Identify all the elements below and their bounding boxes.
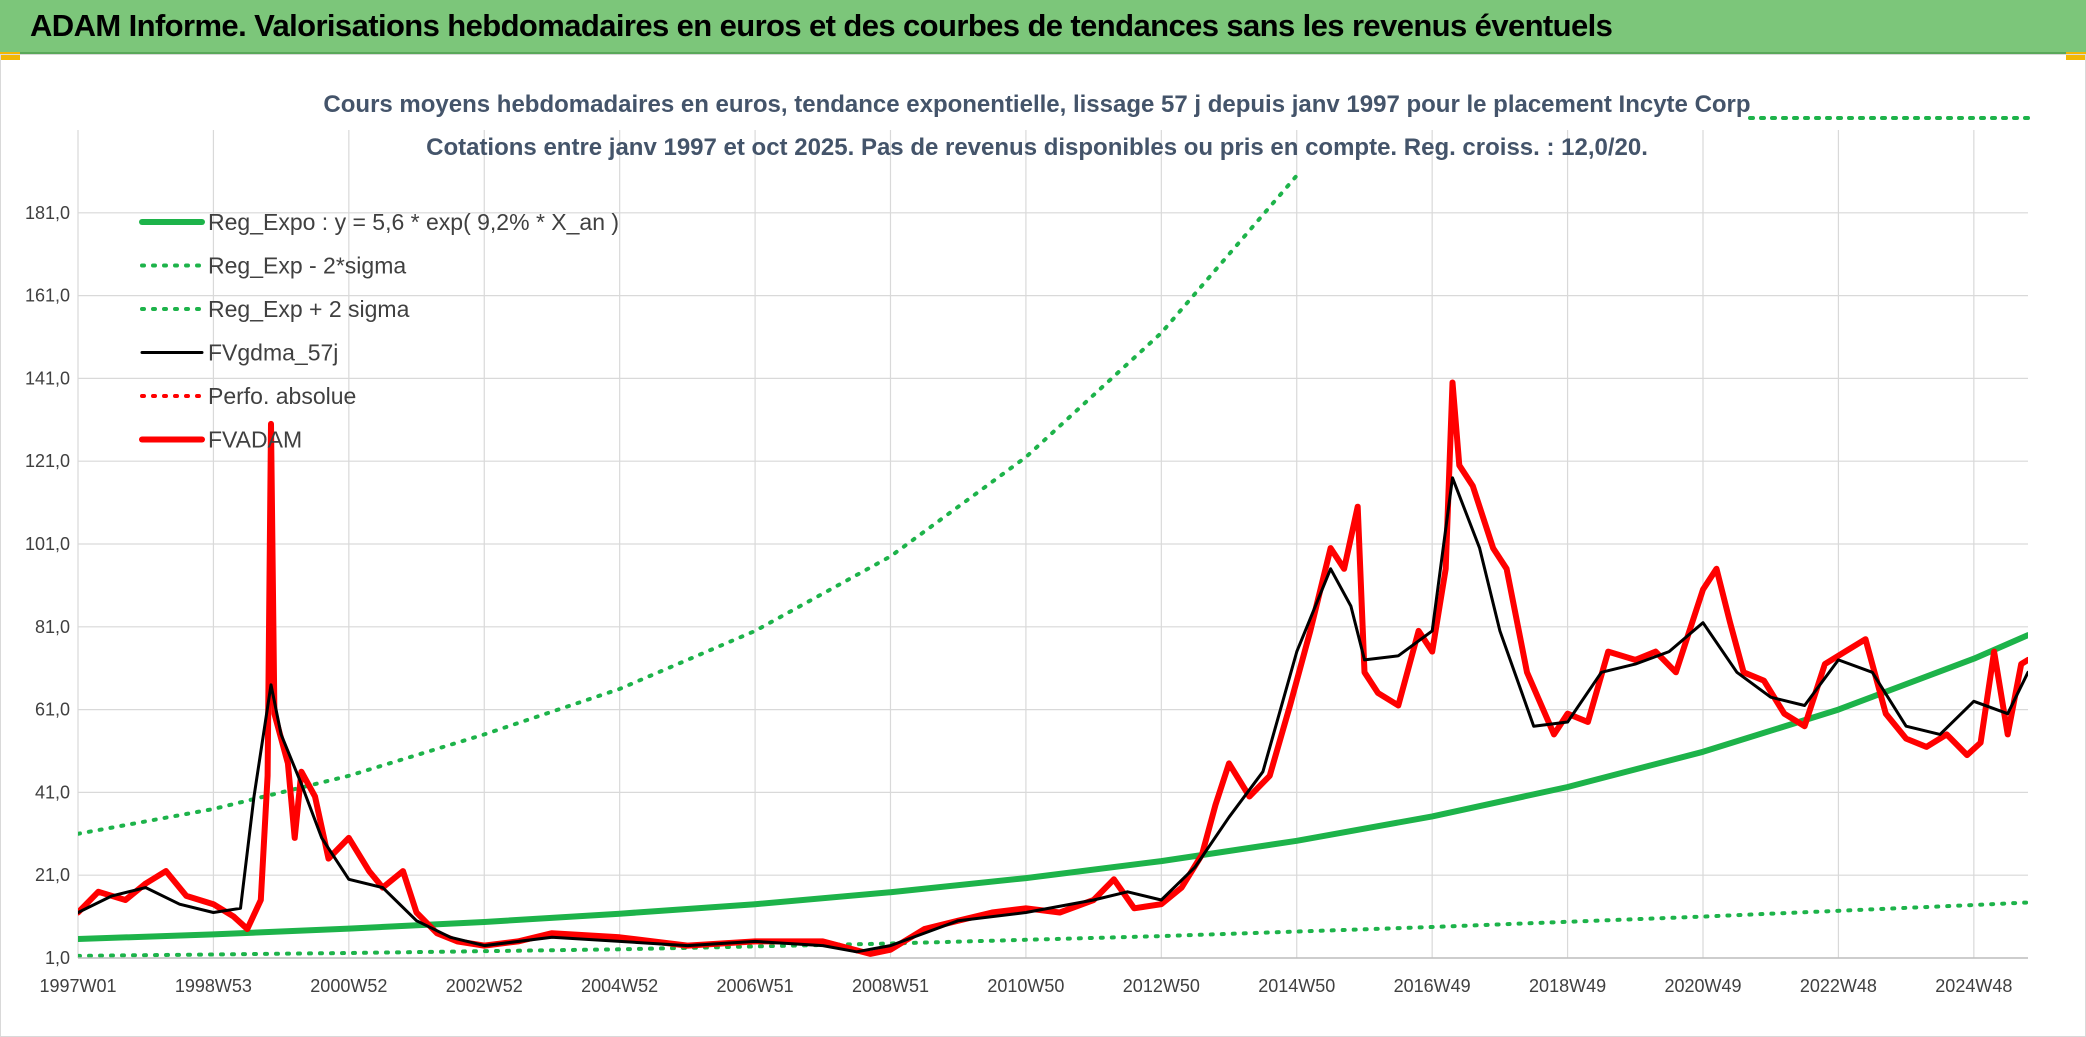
legend-label: FVgdma_57j (208, 340, 338, 366)
y-tick-label: 21,0 (35, 865, 70, 885)
x-tick-label: 2006W51 (717, 976, 794, 996)
series-line-2 (78, 173, 1299, 836)
page-title: ADAM Informe. Valorisations hebdomadaire… (30, 8, 1613, 43)
y-tick-label: 101,0 (25, 534, 70, 554)
x-tick-label: 1997W01 (39, 976, 116, 996)
legend: Reg_Expo : y = 5,6 * exp( 9,2% * X_an ) R… (139, 209, 619, 453)
y-tick-label: 161,0 (25, 286, 70, 306)
series-line-0 (78, 632, 2028, 942)
series-line-3 (78, 476, 2028, 954)
y-tick-label: 1,0 (45, 948, 70, 968)
x-tick-label: 2018W49 (1529, 976, 1606, 996)
y-tick-label: 81,0 (35, 617, 70, 637)
x-tick-label: 2022W48 (1800, 976, 1877, 996)
series-layer (78, 173, 2028, 958)
legend-label: Reg_Exp + 2 sigma (208, 296, 410, 322)
x-tick-label: 2000W52 (310, 976, 387, 996)
series-line-5 (78, 379, 2028, 957)
x-tick-label: 2020W49 (1664, 976, 1741, 996)
x-tick-label: 2014W50 (1258, 976, 1335, 996)
corner-accent-right (2066, 52, 2086, 60)
y-tick-label: 61,0 (35, 700, 70, 720)
legend-label: Reg_Expo : y = 5,6 * exp( 9,2% * X_an ) (208, 209, 619, 235)
legend-label: Perfo. absolue (208, 383, 356, 409)
x-tick-label: 2016W49 (1394, 976, 1471, 996)
x-tick-label: 2012W50 (1123, 976, 1200, 996)
legend-label: Reg_Exp - 2*sigma (208, 253, 406, 279)
y-tick-label: 181,0 (25, 203, 70, 223)
legend-label: FVADAM (208, 427, 302, 453)
grid (77, 130, 2028, 959)
y-tick-label: 41,0 (35, 782, 70, 802)
x-tick-label: 1998W53 (175, 976, 252, 996)
axes: 1,0 21,0 41,0 61,0 81,0 101,0 121,0 141,0 161,0 1… (25, 203, 2028, 996)
series-line-1 (78, 900, 2028, 958)
x-tick-label: 2010W50 (987, 976, 1064, 996)
chart-title: Cours moyens hebdomadaires en euros, ten… (323, 91, 1750, 118)
chart-subtitle: Cotations entre janv 1997 et oct 2025. P… (426, 134, 1648, 161)
x-tick-label: 2002W52 (446, 976, 523, 996)
y-tick-label: 121,0 (25, 451, 70, 471)
header-bar: ADAM Informe. Valorisations hebdomadaire… (0, 0, 2086, 54)
corner-accent-left (0, 52, 20, 60)
x-tick-label: 2004W52 (581, 976, 658, 996)
x-tick-label: 2024W48 (1935, 976, 2012, 996)
y-tick-label: 141,0 (25, 368, 70, 388)
x-tick-label: 2008W51 (852, 976, 929, 996)
